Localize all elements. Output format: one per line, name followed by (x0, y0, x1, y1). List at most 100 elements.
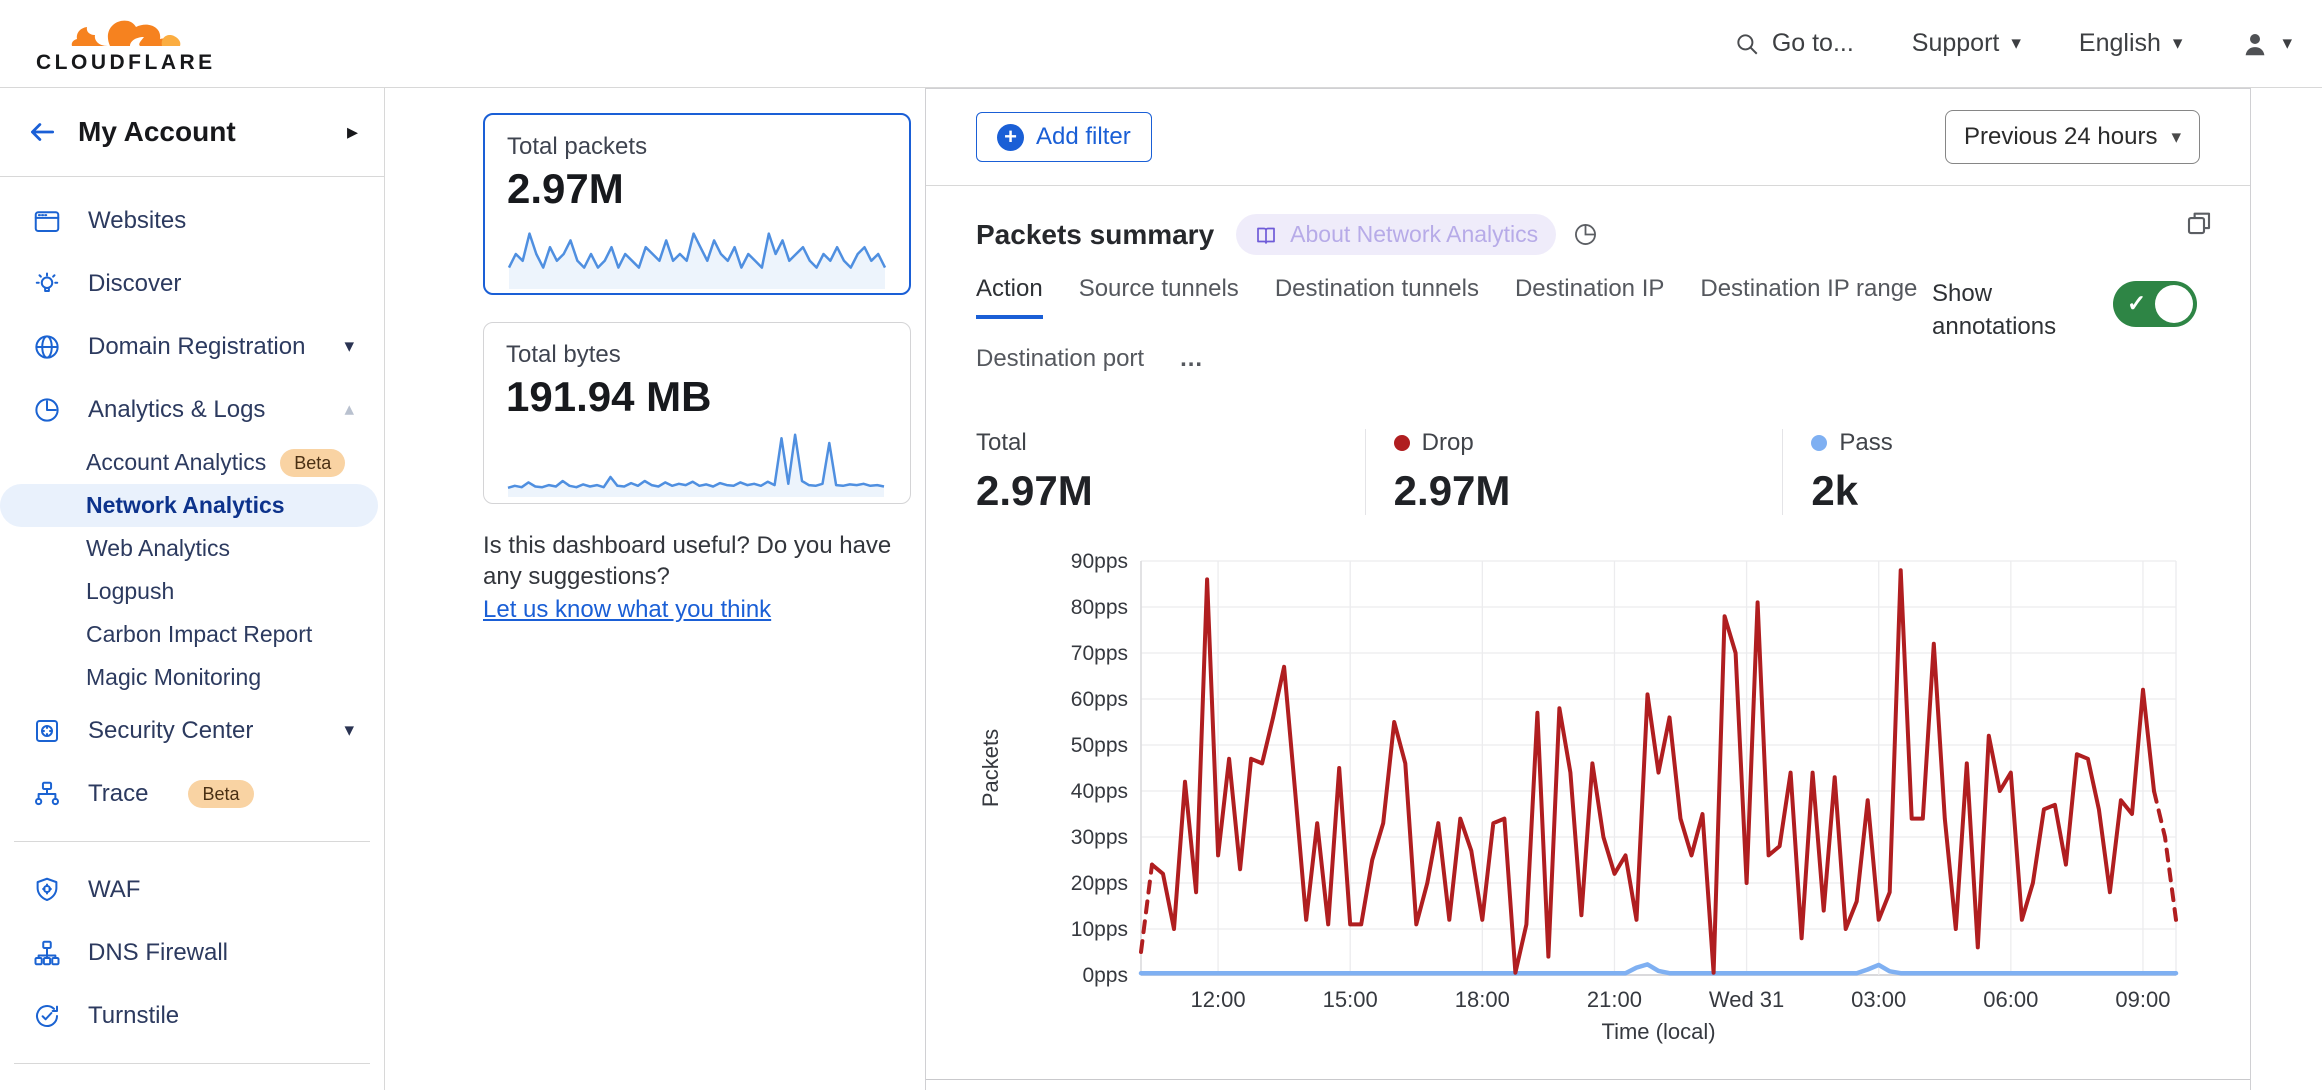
bulb-icon (32, 269, 62, 299)
svg-text:18:00: 18:00 (1455, 987, 1510, 1012)
card-title: Total packets (507, 133, 648, 160)
plus-icon: + (997, 123, 1024, 151)
sidebar-item-carbon-impact-report[interactable]: Carbon Impact Report (0, 613, 384, 656)
sidebar-item-account-analytics[interactable]: Account Analytics Beta (0, 441, 384, 484)
overview-column: Total packets 2.97M Total bytes 191.94 MB I… (385, 88, 925, 1090)
section-divider (926, 1079, 2250, 1080)
search-icon (1734, 31, 1760, 57)
tab-destination-tunnels[interactable]: Destination tunnels (1274, 275, 1479, 302)
chevron-down-icon: ▾ (2171, 126, 2181, 148)
chart-area: 0pps 10pps 20pps 30pps 40pps 50pps 60pps 70pps 8… (976, 533, 2200, 1063)
duplicate-panel-icon[interactable] (2184, 208, 2214, 238)
legend-dot-drop (1393, 435, 1410, 451)
trace-icon (32, 779, 62, 809)
sidebar-nav: Websites Discover Domain Registration ▾ Anal… (0, 177, 384, 1090)
language-menu[interactable]: English ▾ (2079, 29, 2183, 58)
sidebar-item-logpush[interactable]: Logpush (0, 570, 384, 613)
tabs-more-button[interactable]: ... (1180, 345, 1204, 372)
panel-title: Packets summary (976, 218, 1215, 250)
feedback-link[interactable]: Let us know what you think (483, 596, 772, 623)
svg-text:Wed 31: Wed 31 (1709, 987, 1784, 1012)
chevron-right-icon[interactable]: ▸ (346, 119, 358, 144)
hierarchy-icon (32, 938, 62, 968)
card-value: 191.94 MB (506, 373, 712, 420)
sidebar-item-waf[interactable]: WAF (0, 858, 384, 921)
svg-text:60pps: 60pps (1071, 688, 1128, 711)
cloudflare-logo[interactable]: CLOUDFLARE (36, 13, 216, 75)
sidebar-item-label: WAF (88, 875, 141, 903)
sidebar-item-web-analytics[interactable]: Web Analytics (0, 527, 384, 570)
sidebar-item-trace[interactable]: Trace Beta (0, 762, 384, 825)
shield-icon (32, 875, 62, 905)
tab-action[interactable]: Action (976, 275, 1043, 319)
sidebar-item-discover[interactable]: Discover (0, 252, 384, 315)
sidebar-item-label: DNS Firewall (88, 938, 229, 966)
sidebar-item-websites[interactable]: Websites (0, 189, 384, 252)
sidebar-divider (14, 841, 370, 842)
sidebar-item-label: Security Center (88, 716, 254, 744)
sidebar-item-domain-registration[interactable]: Domain Registration ▾ (0, 315, 384, 378)
beta-badge: Beta (188, 779, 254, 808)
chevron-down-icon: ▾ (2011, 33, 2021, 54)
time-range-dropdown[interactable]: Previous 24 hours ▾ (1945, 110, 2200, 164)
svg-text:80pps: 80pps (1071, 596, 1128, 619)
sidebar-item-network-analytics[interactable]: Network Analytics (0, 484, 378, 527)
toggle-knob (2155, 285, 2193, 323)
safe-icon (32, 716, 62, 746)
cloudflare-cloud-icon (70, 13, 182, 49)
show-annotations-toggle[interactable]: ✓ (2113, 281, 2197, 327)
svg-text:50pps: 50pps (1071, 734, 1128, 757)
sidebar-item-magic-monitoring[interactable]: Magic Monitoring (0, 656, 384, 699)
account-name: My Account (78, 116, 236, 147)
account-menu[interactable]: ▾ (2240, 29, 2292, 59)
sidebar: My Account ▸ Websites Discover Domain Regi… (0, 88, 385, 1090)
feedback-block: Is this dashboard useful? Do you have an… (483, 530, 923, 625)
chevron-up-icon: ▴ (344, 399, 354, 420)
summary-cards: Total packets 2.97M Total bytes 191.94 MB (483, 113, 911, 504)
sidebar-item-analytics-logs[interactable]: Analytics & Logs ▴ (0, 378, 384, 441)
sidebar-item-label: Turnstile (88, 1001, 180, 1029)
sidebar-item-label: Logpush (86, 578, 175, 604)
add-filter-button[interactable]: + Add filter (976, 112, 1152, 162)
sidebar-item-starburst[interactable] (0, 1080, 384, 1090)
svg-text:Time (local): Time (local) (1601, 1019, 1715, 1044)
svg-text:30pps: 30pps (1071, 826, 1128, 849)
svg-text:15:00: 15:00 (1323, 987, 1378, 1012)
tab-destination-ip[interactable]: Destination IP (1514, 275, 1665, 302)
sparkline-chart (507, 232, 887, 289)
back-arrow-icon[interactable] (26, 116, 58, 148)
svg-text:12:00: 12:00 (1191, 987, 1246, 1012)
summary-card-total-bytes[interactable]: Total bytes 191.94 MB (483, 322, 911, 504)
goto-search[interactable]: Go to... (1734, 29, 1854, 58)
total-label: Total (976, 429, 1027, 456)
card-title: Total bytes (506, 341, 621, 368)
browser-icon (32, 206, 62, 236)
svg-text:10pps: 10pps (1071, 918, 1128, 941)
user-icon (2240, 29, 2270, 59)
support-menu[interactable]: Support ▾ (1912, 29, 2021, 58)
pie-chart-icon (1572, 221, 1599, 248)
chevron-down-icon: ▾ (344, 720, 354, 741)
tab-destination-port[interactable]: Destination port (976, 345, 1145, 372)
top-header: CLOUDFLARE Go to... Support ▾ English ▾ (0, 0, 2322, 88)
sidebar-item-turnstile[interactable]: Turnstile (0, 984, 384, 1047)
show-annotations-label: Show annotations (1932, 280, 2057, 340)
total-pass: Pass 2k (1782, 429, 2200, 515)
sidebar-item-label: Trace (88, 779, 149, 807)
sidebar-item-label: Domain Registration (88, 332, 306, 360)
globe-icon (32, 332, 62, 362)
add-filter-label: Add filter (1036, 123, 1131, 150)
tab-destination-ip-range[interactable]: Destination IP range (1700, 275, 1918, 302)
svg-text:09:00: 09:00 (2115, 987, 2170, 1012)
summary-card-total-packets[interactable]: Total packets 2.97M (483, 113, 911, 295)
chevron-down-icon: ▾ (2282, 33, 2292, 54)
total-label: Pass (1839, 429, 1893, 456)
filter-row: + Add filter Previous 24 hours ▾ (926, 89, 2250, 186)
sidebar-item-security-center[interactable]: Security Center ▾ (0, 699, 384, 762)
sidebar-item-dns-firewall[interactable]: DNS Firewall (0, 921, 384, 984)
dimension-tabs: Action Source tunnels Destination tunnels D… (976, 275, 1966, 385)
sparkline-chart (507, 433, 885, 497)
tab-source-tunnels[interactable]: Source tunnels (1078, 275, 1239, 302)
about-network-analytics-badge[interactable]: About Network Analytics (1236, 214, 1557, 255)
svg-text:40pps: 40pps (1071, 780, 1128, 803)
